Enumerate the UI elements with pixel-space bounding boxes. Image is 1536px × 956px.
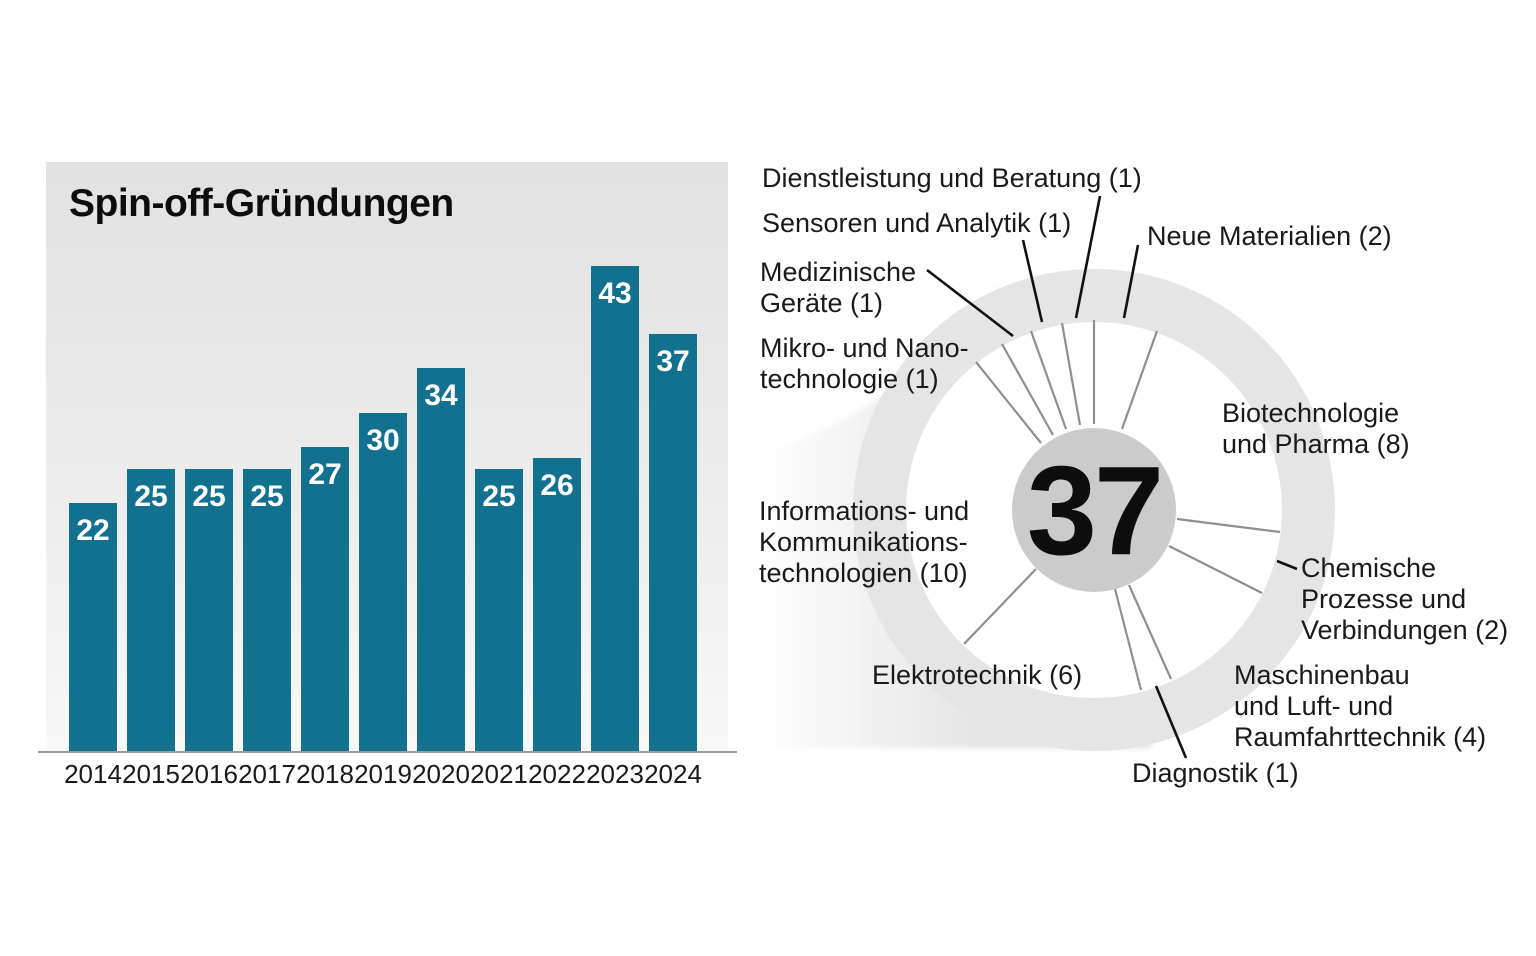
- x-axis-label: 2021: [470, 759, 528, 789]
- label-dienstleistung-und-beratung: Dienstleistung und Beratung (1): [762, 163, 1142, 193]
- label-mikro-und-nanotechnologie: Mikro- und Nano- technologie (1): [760, 333, 969, 394]
- donut-diagram: 37: [766, 195, 1335, 759]
- x-axis-label: 2020: [412, 759, 470, 789]
- x-axis-label: 2017: [238, 759, 296, 789]
- segment-spokes: [963, 320, 1281, 691]
- x-axis-label: 2016: [180, 759, 238, 789]
- x-axis-label: 2024: [644, 759, 702, 789]
- label-diagnostik: Diagnostik (1): [1132, 758, 1299, 788]
- x-axis-line: [38, 751, 737, 753]
- bar-2019: 30: [359, 413, 407, 752]
- bar-2018: 27: [301, 447, 349, 752]
- label-maschinenbau-luft-raumfahrttechnik: Maschinenbau und Luft- und Raumfahrttech…: [1234, 660, 1487, 752]
- bar-chart-panel: Spin-off-Gründungen 22 25 25 25 27 30 34 25 26 43…: [46, 162, 728, 752]
- label-informations-und-kommunikationstechnologien: Informations- und Kommunikations- techno…: [759, 496, 970, 588]
- label-sensoren-und-analytik: Sensoren und Analytik (1): [762, 208, 1072, 238]
- bar-value-label: 26: [540, 469, 574, 502]
- label-medizinische-geraete: Medizinische Geräte (1): [760, 257, 917, 318]
- bar-2020: 34: [417, 368, 465, 752]
- center-circle: [1012, 428, 1176, 592]
- bar-2014: 22: [69, 503, 117, 752]
- bar-value-label: 27: [308, 458, 342, 491]
- bar-value-label: 25: [250, 480, 284, 513]
- label-chemische-prozesse: Chemische Prozesse und Verbindungen (2): [1301, 553, 1509, 645]
- bar-value-label: 25: [482, 480, 516, 513]
- bar-2021: 25: [475, 469, 523, 752]
- label-biotechnologie-und-pharma: Biotechnologie und Pharma (8): [1222, 398, 1410, 459]
- label-pointers: [926, 195, 1298, 759]
- label-elektrotechnik: Elektrotechnik (6): [872, 660, 1083, 690]
- bar-2022: 26: [533, 458, 581, 752]
- chart-title: Spin-off-Gründungen: [69, 182, 454, 225]
- bar-value-label: 30: [366, 424, 400, 457]
- label-neue-materialien: Neue Materialien (2): [1147, 221, 1392, 251]
- x-axis-label: 2018: [296, 759, 354, 789]
- bar-2016: 25: [185, 469, 233, 752]
- bar-value-label: 22: [76, 514, 110, 547]
- x-axis-label: 2014: [64, 759, 122, 789]
- x-axis-label: 2022: [528, 759, 586, 789]
- bar-value-label: 43: [598, 277, 632, 310]
- bar-2024: 37: [649, 334, 697, 752]
- bar-value-label: 37: [656, 345, 690, 378]
- x-axis-label: 2023: [586, 759, 644, 789]
- x-axis-labels: 2014 2015 2016 2017 2018 2019 2020 2021 2022 2023…: [46, 759, 728, 791]
- bar-value-label: 34: [424, 379, 458, 412]
- bar-2015: 25: [127, 469, 175, 752]
- bar-2023: 43: [591, 266, 639, 752]
- x-axis-label: 2015: [122, 759, 180, 789]
- bar-value-label: 25: [192, 480, 226, 513]
- center-total: 37: [1027, 440, 1161, 581]
- bar-value-label: 25: [134, 480, 168, 513]
- x-axis-label: 2019: [354, 759, 412, 789]
- bar-2017: 25: [243, 469, 291, 752]
